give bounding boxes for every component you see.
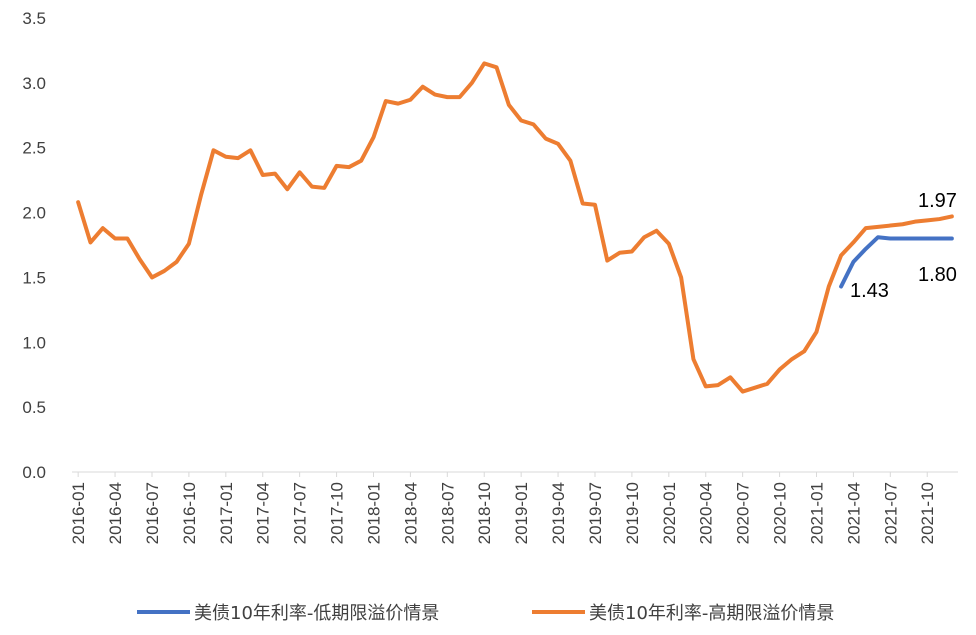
annotation-high-end: 1.97 [918,190,957,212]
series-line-high [76,61,954,394]
x-tick-label: 2016-07 [143,482,162,544]
x-tick-label: 2020-07 [734,482,753,544]
x-tick-label: 2017-04 [254,482,273,544]
x-tick-label: 2021-07 [881,482,900,544]
legend-item-low[interactable]: 美债10年利率-低期限溢价情景 [137,603,439,624]
x-tick-label: 2020-10 [771,482,790,544]
annotation-low-end: 1.80 [918,264,957,286]
x-tick-label: 2017-01 [217,482,236,544]
y-tick-label: 3.0 [22,74,46,93]
x-tick-label: 2018-01 [364,482,383,544]
x-tick-label: 2019-10 [623,482,642,544]
x-tick-label: 2021-10 [918,482,937,544]
x-tick-label: 2021-01 [807,482,826,544]
x-tick-label: 2018-10 [475,482,494,544]
y-tick-label: 0.0 [22,463,46,482]
legend-label-low: 美债10年利率-低期限溢价情景 [194,603,439,624]
x-tick-label: 2021-04 [844,482,863,544]
legend-label-high: 美债10年利率-高期限溢价情景 [589,603,834,624]
x-tick-label: 2018-07 [438,482,457,544]
x-tick-label: 2019-07 [586,482,605,544]
x-tick-label: 2016-04 [106,482,125,544]
y-tick-label: 3.5 [22,9,46,28]
series-line-low [839,235,954,289]
x-tick-label: 2020-04 [697,482,716,544]
y-tick-label: 2.5 [22,139,46,158]
x-tick-label: 2019-01 [512,482,531,544]
x-tick-label: 2017-10 [328,482,347,544]
annotation-start: 1.43 [850,280,889,302]
y-tick-label: 1.0 [22,333,46,352]
x-tick-label: 2018-04 [401,482,420,544]
y-tick-label: 1.5 [22,268,46,287]
x-tick-label: 2016-01 [69,482,88,544]
y-tick-label: 2.0 [22,204,46,223]
x-tick-label: 2019-04 [549,482,568,544]
x-axis-ticks: 2016-01 2016-04 2016-07 2016-10 2017-01 2017-… [69,472,937,544]
y-axis-tick-labels: 0.0 0.5 1.0 1.5 2.0 2.5 3.0 3.5 [22,9,46,482]
series-lines [76,61,954,394]
x-tick-label: 2017-07 [291,482,310,544]
legend-item-high[interactable]: 美债10年利率-高期限溢价情景 [532,603,834,624]
x-tick-label: 2020-01 [660,482,679,544]
y-tick-label: 0.5 [22,398,46,417]
legend: 美债10年利率-低期限溢价情景 美债10年利率-高期限溢价情景 [137,603,834,624]
x-tick-label: 2016-10 [180,482,199,544]
